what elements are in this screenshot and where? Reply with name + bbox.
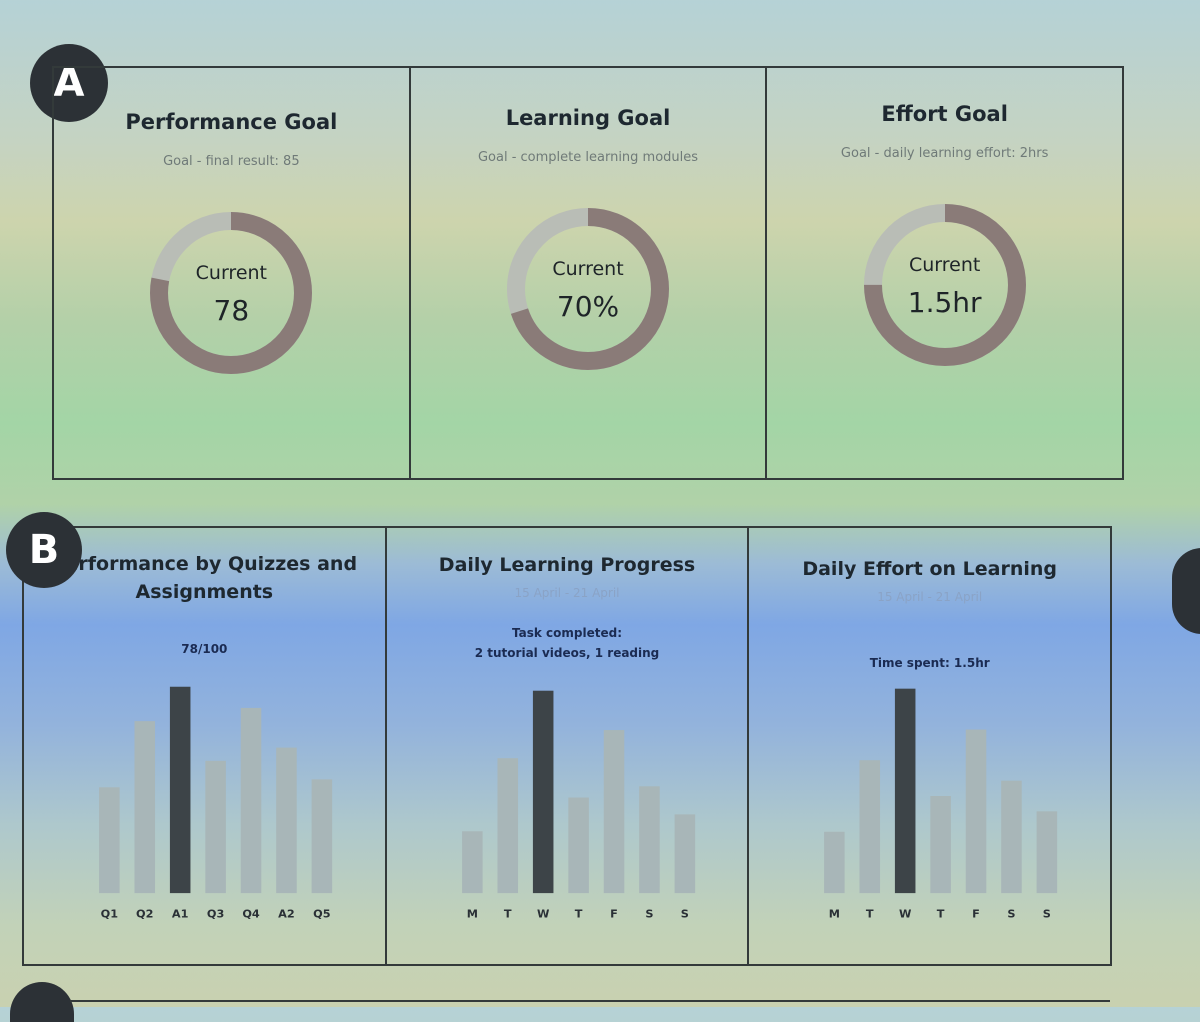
ring-value: 1.5hr bbox=[907, 286, 982, 319]
chart-bar bbox=[497, 758, 518, 894]
chart-annotation: 78/100 bbox=[181, 642, 228, 656]
next-row-badge bbox=[10, 982, 74, 1022]
quizzes-chart-card: Performance by Quizzes and Assignments 7… bbox=[24, 528, 387, 964]
chart-tick-label: M bbox=[466, 908, 477, 920]
ring-progress-arc bbox=[507, 208, 669, 370]
card-subtitle: Goal - final result: 85 bbox=[163, 154, 300, 169]
chart-tick-label: S bbox=[645, 908, 653, 920]
next-row-border bbox=[70, 1000, 1110, 1002]
chart-bar bbox=[205, 760, 226, 894]
chart-bar bbox=[674, 814, 695, 894]
ring-label: Current bbox=[195, 262, 268, 284]
section-b-letter: B bbox=[28, 527, 60, 573]
chart-bar bbox=[824, 831, 845, 894]
chart-tick-label: S bbox=[1043, 908, 1051, 920]
chart-tick-label: W bbox=[899, 908, 912, 920]
chart-bar bbox=[461, 831, 483, 894]
chart-bar bbox=[1001, 780, 1023, 894]
chart-bar bbox=[638, 786, 660, 894]
learning-goal-card: Learning Goal Goal - complete learning m… bbox=[411, 68, 768, 478]
chart-tick-label: F bbox=[973, 908, 981, 920]
bar-chart: Q1 Q2 A1 Q3 Q4 A2 Q5 bbox=[24, 658, 385, 934]
card-title: Daily Effort on Learning bbox=[802, 558, 1057, 580]
chart-bar bbox=[311, 779, 333, 894]
card-subtitle: Goal - daily learning effort: 2hrs bbox=[840, 146, 1049, 161]
ring-label: Current bbox=[908, 254, 981, 276]
chart-bar bbox=[895, 688, 916, 894]
chart-tick-label: F bbox=[610, 908, 618, 920]
chart-bar bbox=[276, 747, 297, 894]
chart-bar bbox=[240, 707, 262, 894]
chart-bar bbox=[859, 760, 881, 894]
chart-bar bbox=[603, 730, 624, 894]
chart-tick-label: Q3 bbox=[207, 908, 224, 920]
card-title: Performance by Quizzes and Assignments bbox=[51, 553, 358, 603]
progress-ring: Current 78 bbox=[146, 208, 316, 378]
chart-tick-label: Q2 bbox=[136, 908, 153, 920]
chart-tick-label: S bbox=[1008, 908, 1016, 920]
chart-tick-label: Q1 bbox=[101, 908, 118, 920]
next-section-badge bbox=[1172, 548, 1200, 634]
ring-value: 70% bbox=[556, 290, 620, 323]
card-title: Learning Goal bbox=[505, 106, 671, 130]
chart-tick-label: T bbox=[937, 908, 945, 920]
chart-tick-label: T bbox=[574, 908, 582, 920]
ring-progress-arc bbox=[863, 204, 1026, 366]
chart-bar bbox=[1036, 811, 1058, 894]
chart-tick-label: S bbox=[680, 908, 688, 920]
card-title: Performance Goal bbox=[125, 110, 338, 134]
chart-annotation: Task completed: bbox=[512, 626, 623, 640]
chart-bar bbox=[169, 686, 191, 894]
card-subtitle: 15 April - 21 April bbox=[877, 590, 983, 604]
chart-tick-label: W bbox=[537, 908, 550, 920]
progress-ring: Current 1.5hr bbox=[860, 200, 1030, 370]
chart-bar bbox=[966, 729, 987, 894]
chart-bar bbox=[99, 787, 120, 894]
card-subtitle: 15 April - 21 April bbox=[514, 586, 620, 600]
charts-panel: Performance by Quizzes and Assignments 7… bbox=[22, 526, 1112, 966]
section-b-badge: B bbox=[6, 512, 82, 588]
chart-bar bbox=[532, 690, 554, 894]
ring-progress-arc bbox=[150, 212, 313, 374]
goals-panel: Performance Goal Goal - final result: 85… bbox=[52, 66, 1124, 480]
effort-goal-card: Effort Goal Goal - daily learning effort… bbox=[767, 68, 1122, 478]
chart-tick-label: A2 bbox=[278, 908, 295, 920]
chart-tick-label: Q4 bbox=[242, 908, 259, 920]
performance-goal-card: Performance Goal Goal - final result: 85… bbox=[54, 68, 411, 478]
daily-effort-card: Daily Effort on Learning 15 April - 21 A… bbox=[749, 528, 1110, 964]
progress-ring: Current 70% bbox=[503, 204, 673, 374]
chart-annotation: Time spent: 1.5hr bbox=[869, 656, 990, 670]
ring-value: 78 bbox=[213, 294, 250, 327]
chart-bar bbox=[930, 796, 952, 894]
card-title: Daily Learning Progress bbox=[438, 554, 696, 576]
chart-tick-label: A1 bbox=[172, 908, 189, 920]
card-subtitle: Goal - complete learning modules bbox=[477, 150, 699, 165]
chart-annotation-2: 2 tutorial videos, 1 reading bbox=[474, 646, 660, 660]
chart-tick-label: M bbox=[829, 908, 840, 920]
chart-bar bbox=[134, 721, 156, 894]
learning-progress-card: Daily Learning Progress 15 April - 21 Ap… bbox=[387, 528, 750, 964]
ring-label: Current bbox=[552, 258, 624, 280]
chart-tick-label: Q5 bbox=[313, 908, 330, 920]
chart-tick-label: T bbox=[504, 908, 512, 920]
chart-bar bbox=[568, 797, 589, 894]
card-title: Effort Goal bbox=[881, 102, 1008, 126]
chart-tick-label: T bbox=[866, 908, 874, 920]
